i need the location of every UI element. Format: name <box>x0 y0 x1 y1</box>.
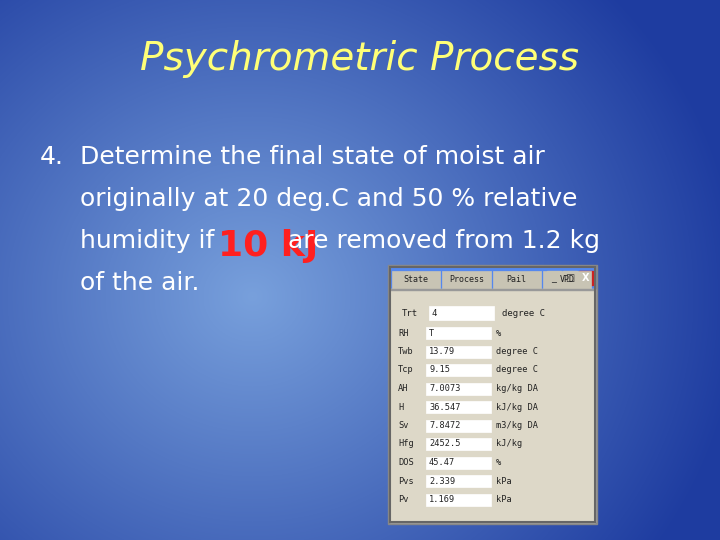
Text: Sv: Sv <box>398 421 408 430</box>
Text: RH: RH <box>398 328 408 338</box>
Bar <box>543 271 591 289</box>
Text: degree C: degree C <box>502 308 545 318</box>
Text: kPa: kPa <box>496 495 512 504</box>
Bar <box>426 456 491 469</box>
Text: 4: 4 <box>432 308 437 318</box>
Text: DOS: DOS <box>398 458 414 467</box>
Text: 10 kJ: 10 kJ <box>218 229 318 263</box>
Bar <box>426 401 491 413</box>
Text: 4.: 4. <box>40 145 64 169</box>
Text: 1.169: 1.169 <box>429 495 455 504</box>
Text: _: _ <box>552 273 557 283</box>
Bar <box>390 289 595 290</box>
Text: State: State <box>404 275 428 285</box>
Bar <box>492 271 541 289</box>
Text: Hfg: Hfg <box>398 440 414 449</box>
Bar <box>547 271 561 285</box>
Text: kJ/kg: kJ/kg <box>496 440 522 449</box>
Text: degree C: degree C <box>496 366 538 375</box>
Text: AH: AH <box>398 384 408 393</box>
Bar <box>426 475 491 487</box>
Text: 7.0073: 7.0073 <box>429 384 461 393</box>
Text: degree C: degree C <box>496 347 538 356</box>
Text: X: X <box>582 273 590 283</box>
Bar <box>388 265 597 524</box>
Text: Tcp: Tcp <box>398 366 414 375</box>
Bar <box>392 271 440 289</box>
Text: kg/kg DA: kg/kg DA <box>496 384 538 393</box>
Text: 7.8472: 7.8472 <box>429 421 461 430</box>
Text: Process: Process <box>449 275 484 285</box>
Bar <box>426 438 491 450</box>
Text: 36.547: 36.547 <box>429 402 461 411</box>
Text: 2452.5: 2452.5 <box>429 440 461 449</box>
Text: Pv: Pv <box>398 495 408 504</box>
Text: m3/kg DA: m3/kg DA <box>496 421 538 430</box>
Text: 13.79: 13.79 <box>429 347 455 356</box>
Text: VPD: VPD <box>559 275 575 285</box>
Text: originally at 20 deg.C and 50 % relative: originally at 20 deg.C and 50 % relative <box>80 187 577 211</box>
Bar <box>426 346 491 357</box>
Text: Psychrometric Process: Psychrometric Process <box>140 40 580 78</box>
Bar <box>579 271 593 285</box>
Bar <box>390 289 595 522</box>
Text: %: % <box>496 328 501 338</box>
Bar <box>426 420 491 431</box>
Text: are removed from 1.2 kg: are removed from 1.2 kg <box>280 229 600 253</box>
Text: of the air.: of the air. <box>80 271 199 295</box>
Bar <box>429 306 494 320</box>
Bar <box>426 382 491 395</box>
Text: kPa: kPa <box>496 476 512 485</box>
Text: H: H <box>398 402 403 411</box>
Bar <box>426 494 491 505</box>
Text: humidity if: humidity if <box>80 229 222 253</box>
Text: Trt: Trt <box>402 308 418 318</box>
Text: 2.339: 2.339 <box>429 476 455 485</box>
Text: %: % <box>496 458 501 467</box>
Text: Pail: Pail <box>507 275 526 285</box>
Text: 9.15: 9.15 <box>429 366 450 375</box>
Bar <box>390 267 595 522</box>
Bar <box>563 271 577 285</box>
Bar <box>390 267 595 289</box>
Text: Twb: Twb <box>398 347 414 356</box>
Bar <box>426 364 491 376</box>
Text: T: T <box>429 328 434 338</box>
Bar <box>426 327 491 339</box>
Text: □: □ <box>565 273 575 283</box>
Text: kJ/kg DA: kJ/kg DA <box>496 402 538 411</box>
Text: 45.47: 45.47 <box>429 458 455 467</box>
Text: Pvs: Pvs <box>398 476 414 485</box>
Bar <box>442 271 490 289</box>
Text: Determine the final state of moist air: Determine the final state of moist air <box>80 145 545 169</box>
